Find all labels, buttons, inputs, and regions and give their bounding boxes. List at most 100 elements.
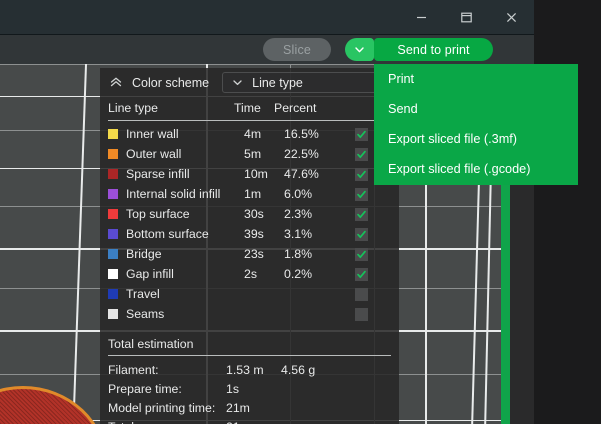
menu-item-export-gcode[interactable]: Export sliced file (.gcode)	[388, 162, 531, 176]
slice-button[interactable]: Slice	[263, 38, 331, 61]
minimize-button[interactable]	[399, 0, 444, 35]
header-divider	[108, 120, 391, 121]
visibility-checkbox[interactable]	[336, 147, 380, 161]
line-type-time: 39s	[244, 227, 264, 241]
total-value-primary: 1.53 m	[226, 362, 264, 377]
legend-panel: Color scheme Line type Line type Time Pe…	[100, 68, 399, 424]
line-type-name: Bottom surface	[126, 227, 209, 241]
minimize-icon	[417, 16, 426, 19]
menu-item-send[interactable]: Send	[388, 102, 418, 116]
color-scheme-label: Color scheme	[132, 75, 210, 90]
visibility-checkbox[interactable]	[336, 267, 380, 281]
line-type-name: Travel	[126, 287, 160, 301]
legend-header: Color scheme Line type	[100, 68, 399, 97]
table-row[interactable]: Inner wall 4m 16.5%	[108, 124, 391, 144]
line-type-name: Outer wall	[126, 147, 182, 161]
line-type-time: 2s	[244, 267, 257, 281]
total-label: Model printing time:	[108, 400, 216, 415]
visibility-checkbox[interactable]	[336, 247, 380, 261]
line-type-percent: 0.2%	[284, 267, 313, 281]
line-type-time: 23s	[244, 247, 264, 261]
check-icon	[357, 210, 366, 218]
check-icon	[357, 270, 366, 278]
color-swatch	[108, 209, 118, 219]
table-row[interactable]: Bottom surface 39s 3.1%	[108, 224, 391, 244]
line-type-percent: 16.5%	[284, 127, 319, 141]
visibility-checkbox[interactable]	[336, 227, 380, 241]
chevron-down-icon	[355, 47, 364, 53]
column-header-time: Time	[234, 101, 261, 115]
check-icon	[357, 230, 366, 238]
color-swatch	[108, 189, 118, 199]
menu-item-print[interactable]: Print	[388, 72, 415, 86]
table-row[interactable]: Top surface 30s 2.3%	[108, 204, 391, 224]
visibility-checkbox[interactable]	[336, 187, 380, 201]
list-item: Filament: 1.53 m 4.56 g	[108, 360, 391, 379]
line-type-percent: 47.6%	[284, 167, 319, 181]
line-type-percent: 22.5%	[284, 147, 319, 161]
visibility-checkbox[interactable]	[336, 127, 380, 141]
send-to-print-menu: Print Send Export sliced file (.3mf) Exp…	[374, 64, 578, 185]
close-button[interactable]	[489, 0, 534, 35]
line-type-time: 30s	[244, 207, 264, 221]
send-to-print-dropdown-toggle[interactable]	[345, 38, 374, 61]
line-type-name: Inner wall	[126, 127, 179, 141]
line-type-name: Seams	[126, 307, 165, 321]
plate-edge-line	[72, 36, 88, 424]
table-row[interactable]: Sparse infill 10m 47.6%	[108, 164, 391, 184]
table-row[interactable]: Internal solid infill 1m 6.0%	[108, 184, 391, 204]
color-swatch	[108, 229, 118, 239]
line-type-name: Internal solid infill	[126, 187, 221, 201]
total-value-primary: 21m	[226, 400, 250, 415]
table-row[interactable]: Gap infill 2s 0.2%	[108, 264, 391, 284]
table-row[interactable]: Bridge 23s 1.8%	[108, 244, 391, 264]
double-chevron-up-icon[interactable]	[108, 75, 124, 91]
visibility-checkbox[interactable]	[336, 307, 380, 321]
line-type-percent: 3.1%	[284, 227, 313, 241]
total-label: Total:	[108, 420, 226, 424]
legend-rows: Inner wall 4m 16.5% Outer wall 5m 22.5% …	[100, 121, 399, 324]
line-type-time: 1m	[244, 187, 262, 201]
total-value-secondary: 4.56 g	[281, 362, 316, 377]
line-type-time: 5m	[244, 147, 262, 161]
check-icon	[357, 130, 366, 138]
visibility-checkbox[interactable]	[336, 287, 380, 301]
visibility-checkbox[interactable]	[336, 207, 380, 221]
visibility-checkbox[interactable]	[336, 167, 380, 181]
menu-item-export-3mf[interactable]: Export sliced file (.3mf)	[388, 132, 518, 146]
line-type-percent: 1.8%	[284, 247, 313, 261]
line-type-percent: 2.3%	[284, 207, 313, 221]
top-toolbar: Slice Send to print	[0, 35, 534, 64]
restore-icon	[461, 12, 472, 23]
total-estimation-rows: Filament: 1.53 m 4.56 g Prepare time: 1s…	[100, 356, 399, 424]
check-icon	[357, 190, 366, 198]
title-bar[interactable]	[0, 0, 534, 35]
check-icon	[357, 170, 366, 178]
color-swatch	[108, 269, 118, 279]
table-row[interactable]: Travel	[108, 284, 391, 304]
send-to-print-button[interactable]: Send to print	[374, 38, 493, 61]
total-label: Filament:	[108, 362, 159, 377]
grid-line-v	[425, 36, 427, 424]
list-item: Model printing time: 21m	[108, 398, 391, 417]
check-icon	[357, 250, 366, 258]
restore-button[interactable]	[444, 0, 489, 35]
column-header-percent: Percent	[274, 101, 317, 115]
chevron-down-icon	[229, 75, 245, 91]
color-swatch	[108, 249, 118, 259]
table-row[interactable]: Seams	[108, 304, 391, 324]
column-header-line-type: Line type	[108, 101, 158, 115]
line-type-percent: 6.0%	[284, 187, 313, 201]
table-row[interactable]: Outer wall 5m 22.5%	[108, 144, 391, 164]
close-icon	[506, 12, 517, 23]
color-swatch	[108, 129, 118, 139]
line-type-time: 4m	[244, 127, 262, 141]
list-item: Total: 21m	[108, 417, 391, 424]
view-type-combobox[interactable]: Line type	[222, 72, 390, 93]
total-value-primary: 1s	[226, 381, 239, 396]
layer-slider[interactable]	[501, 36, 510, 424]
line-type-name: Gap infill	[126, 267, 174, 281]
color-swatch	[108, 309, 118, 319]
list-item: Prepare time: 1s	[108, 379, 391, 398]
